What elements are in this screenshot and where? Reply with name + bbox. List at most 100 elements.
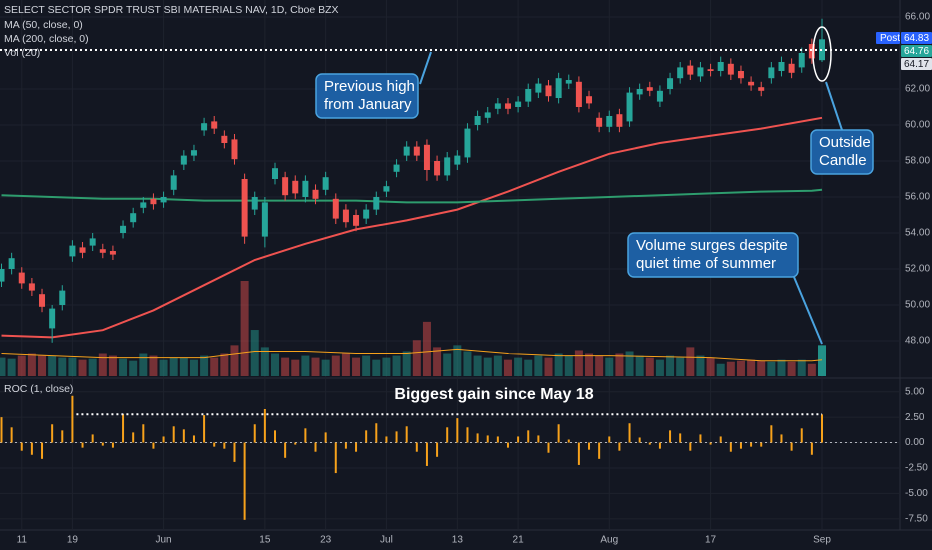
roc-bar [132,432,135,443]
candle-body [261,202,268,237]
roc-bar [446,427,449,443]
candle-body [353,215,360,226]
candle-body [211,121,218,129]
plot [0,18,826,520]
roc-bar [456,418,459,443]
roc-bar [101,442,104,446]
volume-bar [443,353,452,376]
y-tick-label: 62.00 [905,84,930,95]
candle-body [434,161,441,176]
roc-bar [608,436,611,443]
roc-bar [709,442,712,445]
roc-bar [669,430,672,443]
candle-body [474,116,481,125]
y-tick-label: 56.00 [905,192,930,203]
candle-body [575,81,582,107]
candle-body [515,101,522,107]
candle-body [79,247,86,253]
volume-bar [716,363,725,376]
roc-bar [588,442,591,450]
candle-body [423,144,430,170]
candle-body [606,116,613,127]
volume-bar [503,359,512,376]
volume-bar [98,353,107,376]
roc-bar [800,428,803,443]
candle-body [413,146,420,156]
chart-title: SELECT SECTOR SPDR TRUST SBI MATERIALS N… [4,4,339,16]
roc-bar [810,442,813,455]
volume-bar [585,353,594,376]
candle-body [8,258,15,269]
roc-bar [567,439,570,443]
x-tick-label: Jun [156,535,172,546]
roc-bar [324,432,327,443]
candle-body [403,146,410,156]
candle-body [677,67,684,79]
volume-bar [402,351,411,376]
volume-bar [666,355,675,376]
candle-body [221,135,228,143]
volume-bar [645,357,654,376]
roc-bar [739,442,742,449]
roc-bar [243,442,246,520]
callout-box [627,232,799,278]
candle-body [322,177,329,190]
volume-bar [58,357,67,376]
volume-bar [271,353,279,376]
candle-body [565,80,572,84]
candle-body [39,294,46,307]
roc-bar [486,435,489,443]
y-tick-label: 66.00 [905,12,930,23]
y-tick-label: 5.00 [905,386,925,397]
volume-bar [453,345,462,376]
callout-text: Volume surges despite [636,237,788,254]
x-tick-label: 15 [259,535,271,546]
volume-bar [78,359,87,376]
volume-bar [524,359,533,376]
candle-body [69,245,76,257]
roc-bar [466,427,469,443]
volume-bar [341,353,350,376]
roc-annotation: Biggest gain since May 18 [394,386,593,403]
candle-body [798,53,805,68]
volume-bar [260,347,269,376]
indicator-label: MA (200, close, 0) [4,33,89,45]
callout-box [810,129,874,175]
candle-body [180,155,187,165]
candle-body [616,114,623,127]
roc-bar [557,424,560,443]
x-tick-label: Aug [600,535,618,546]
roc-bar [334,442,337,474]
callout-text: Candle [819,152,867,169]
callout-pointer [793,276,823,345]
volume-bar [321,359,330,376]
candle-body [545,85,552,97]
candle-body [737,71,744,79]
roc-bar [719,436,722,443]
y-tick-label: 2.50 [905,412,925,423]
roc-bar [314,442,317,452]
y-tick-label: -2.50 [905,463,928,474]
callout-text: Outside [819,134,871,151]
roc-bar [51,424,54,443]
volume-bar [250,330,259,376]
roc-bar [111,442,114,448]
volume-bar [463,351,472,376]
roc-bar [284,442,287,458]
volume-bar [818,345,826,376]
volume-bar [605,357,614,376]
candle-body [748,81,755,86]
volume-bar [200,355,209,376]
volume-bar [554,353,563,376]
volume-bar [149,355,158,376]
volume-bar [544,357,553,376]
roc-bar [365,430,368,443]
candle-body [778,62,785,71]
volume-bar [564,355,573,376]
roc-bar [598,442,601,459]
volume-bar [240,281,249,376]
roc-bar [30,442,33,455]
roc-bar [648,442,651,445]
volume-bar [706,357,715,376]
candle-body [373,197,380,210]
